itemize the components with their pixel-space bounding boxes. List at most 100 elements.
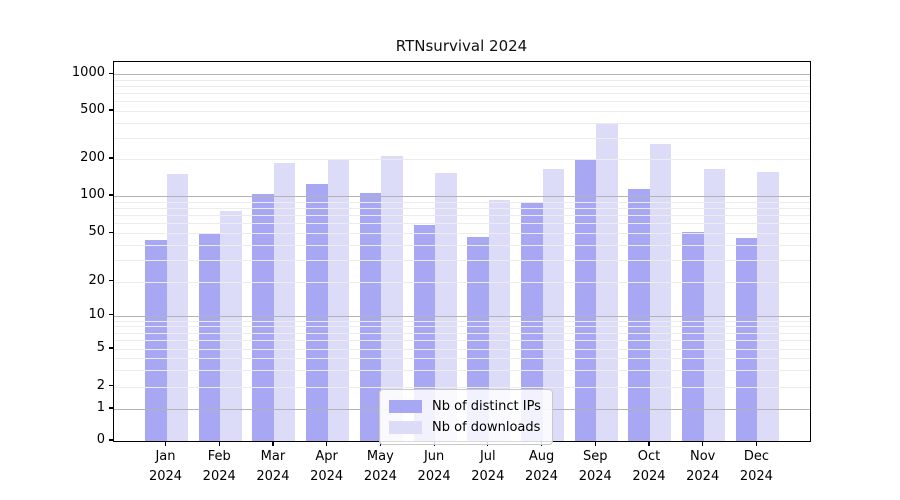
legend: Nb of distinct IPs Nb of downloads	[379, 389, 553, 445]
bar-downloads	[649, 144, 672, 441]
y-tick-label: 10	[88, 306, 105, 322]
gridline-minor	[114, 233, 810, 235]
y-tick-mark	[109, 231, 113, 233]
x-tick-label: Apr 2024	[297, 447, 357, 487]
gridline-minor	[114, 245, 810, 247]
bar-distinct-ips	[198, 233, 221, 441]
x-tick-year: 2024	[256, 469, 290, 484]
y-tick-mark	[109, 157, 113, 159]
bar-distinct-ips	[252, 194, 274, 441]
chart-title: RTNsurvival 2024	[395, 37, 528, 55]
legend-label-downloads: Nb of downloads	[432, 420, 541, 435]
bar-downloads	[435, 172, 457, 441]
x-tick-year: 2024	[148, 469, 183, 484]
x-tick-year: 2024	[632, 469, 666, 484]
plot-area	[113, 61, 811, 442]
gridline-minor	[114, 201, 810, 203]
x-tick-label: Oct 2024	[619, 447, 679, 487]
bar-downloads	[166, 174, 188, 441]
y-tick-label: 1	[96, 400, 105, 415]
x-tick-mark	[272, 442, 274, 446]
x-tick-mark	[594, 442, 596, 446]
gridline-minor	[114, 260, 810, 262]
legend-item-distinct-ips: Nb of distinct IPs	[389, 396, 541, 417]
gridline-minor	[114, 332, 810, 334]
y-tick-mark	[109, 72, 113, 74]
x-tick-mark	[218, 442, 220, 446]
bar-distinct-ips	[628, 189, 650, 441]
x-tick-month: Aug	[528, 449, 555, 464]
x-tick-year: 2024	[417, 469, 451, 484]
x-tick-mark	[164, 442, 167, 446]
x-tick-label: Dec 2024	[726, 447, 786, 487]
y-tick-mark	[109, 314, 113, 316]
y-tick-label: 2	[96, 377, 105, 393]
y-tick-mark	[109, 194, 113, 196]
y-tick-label: 100	[80, 187, 105, 202]
bar-downloads	[596, 124, 618, 441]
grid-layer	[114, 62, 810, 441]
y-tick-mark	[109, 347, 113, 349]
x-tick-year: 2024	[739, 469, 773, 484]
gridline-minor	[114, 159, 810, 160]
gridline-minor	[114, 223, 810, 225]
gridline-major	[114, 315, 810, 317]
gridline-minor	[114, 326, 810, 328]
y-tick-mark	[109, 109, 113, 111]
x-tick-label: Jul 2024	[458, 447, 518, 487]
x-tick-label: Feb 2024	[189, 447, 249, 487]
legend-swatch-downloads	[389, 421, 422, 434]
legend-item-downloads: Nb of downloads	[389, 417, 541, 438]
x-tick-year: 2024	[202, 469, 236, 484]
y-tick-mark	[109, 407, 113, 409]
y-tick-label: 0	[96, 432, 105, 447]
y-tick-label: 200	[80, 150, 105, 165]
bar-distinct-ips	[359, 192, 382, 441]
gridline-minor	[114, 369, 810, 371]
gridline-minor	[114, 137, 810, 139]
x-tick-year: 2024	[363, 469, 397, 484]
bar-downloads	[703, 169, 726, 441]
bar-distinct-ips	[682, 232, 704, 441]
x-tick-mark	[755, 442, 757, 446]
x-tick-year: 2024	[310, 469, 344, 484]
x-tick-month: Sep	[582, 449, 608, 464]
x-tick-year: 2024	[578, 469, 612, 484]
bar-downloads	[542, 169, 565, 441]
legend-label-distinct-ips: Nb of distinct IPs	[432, 399, 541, 414]
gridline-minor	[114, 122, 810, 124]
gridline-minor	[114, 93, 810, 95]
x-tick-label: Sep 2024	[565, 447, 625, 487]
gridline-minor	[114, 111, 810, 112]
x-tick-month: Apr	[315, 449, 338, 464]
gridline-minor	[114, 101, 810, 103]
x-tick-month: Jan	[155, 449, 176, 464]
gridline-minor	[114, 86, 810, 88]
x-tick-label: Jun 2024	[404, 447, 464, 487]
gridline-minor	[114, 79, 810, 81]
gridline-major	[114, 74, 810, 76]
gridline-minor	[114, 320, 810, 322]
y-tick-label: 5	[96, 340, 105, 355]
x-tick-label: Aug 2024	[512, 447, 572, 487]
x-tick-month: Oct	[637, 449, 661, 464]
bar-downloads	[220, 211, 242, 441]
y-tick-label: 500	[80, 102, 105, 117]
gridline-minor	[114, 215, 810, 217]
y-tick-mark	[109, 384, 113, 387]
x-tick-year: 2024	[686, 469, 720, 484]
x-tick-month: Feb	[207, 449, 231, 464]
x-tick-label: Jan 2024	[136, 447, 196, 487]
gridline-minor	[114, 208, 810, 209]
x-tick-month: Dec	[743, 449, 769, 464]
bar-distinct-ips	[521, 202, 543, 441]
gridline-minor	[114, 386, 810, 388]
gridline-minor	[114, 340, 810, 342]
x-tick-year: 2024	[524, 469, 559, 484]
x-tick-label: Nov 2024	[673, 447, 733, 487]
bar-downloads	[757, 171, 779, 441]
x-tick-month: Nov	[690, 449, 716, 464]
x-tick-label: Mar 2024	[243, 447, 303, 487]
x-tick-mark	[648, 442, 650, 446]
